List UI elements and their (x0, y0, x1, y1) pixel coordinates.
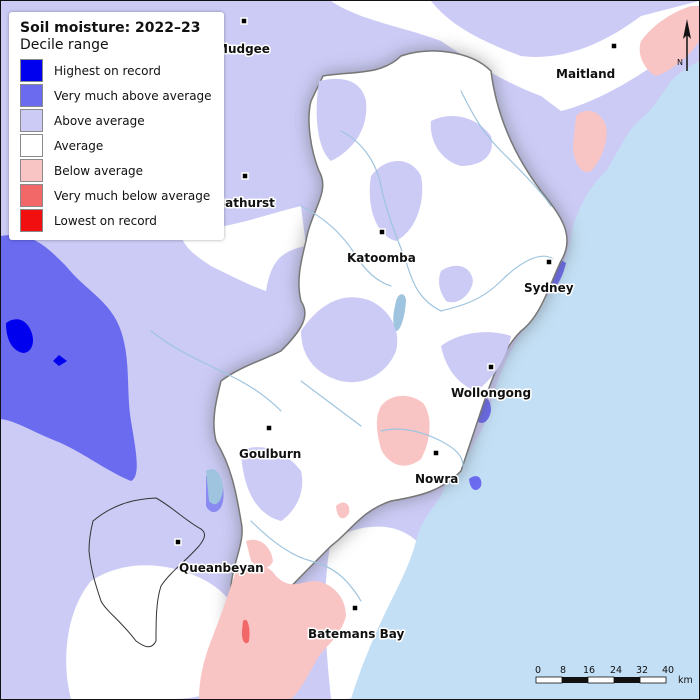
north-label: N (677, 58, 683, 67)
average-region-southeast (325, 526, 425, 699)
ocean (351, 61, 699, 699)
below-average-south (199, 564, 346, 699)
town-label-mudgee: Mudgee (216, 42, 270, 56)
legend-swatch-below (20, 159, 43, 182)
very-much-above-nowra (469, 476, 482, 491)
legend-item-below: Below average (20, 158, 214, 183)
coastal-strip (556, 113, 641, 226)
town-batemans-bay[interactable]: Batemans Bay (307, 604, 406, 643)
highest-record-patch (6, 319, 34, 353)
scale-tick-16: 16 (583, 665, 595, 676)
legend-label-very-much-below: Very much below average (54, 188, 211, 203)
catchment-above-7 (438, 265, 473, 303)
north-arrow-icon: N (677, 19, 691, 71)
catchment-above-6 (241, 447, 303, 521)
lake-burragorang (393, 294, 406, 331)
town-label-bathurst: Bathurst (216, 196, 275, 210)
catchment-above-4 (301, 297, 398, 383)
legend-label-below: Below average (54, 163, 144, 178)
scale-unit: km (678, 675, 693, 686)
legend-label-average: Average (54, 138, 104, 153)
average-region-south (66, 565, 244, 699)
town-label-goulburn: Goulburn (239, 447, 301, 461)
town-nowra[interactable]: Nowra (414, 449, 460, 488)
legend-swatch-lowest (20, 209, 43, 232)
town-label-nowra: Nowra (415, 472, 458, 486)
legend-label-above: Above average (54, 113, 145, 128)
legend-label-lowest: Lowest on record (54, 213, 157, 228)
scale-tick-24: 24 (610, 665, 622, 676)
catchment-above-3 (430, 116, 492, 166)
legend-item-average: Average (20, 133, 214, 158)
town-mudgee[interactable]: Mudgee (215, 17, 271, 58)
legend-swatch-above (20, 109, 43, 132)
scale-tick-0: 0 (535, 665, 541, 676)
town-wollongong[interactable]: Wollongong (450, 363, 533, 402)
legend: Soil moisture: 2022–23 Decile range High… (9, 12, 224, 240)
legend-swatch-very-much-above (20, 84, 43, 107)
catchment-above-2 (369, 161, 423, 241)
town-label-maitland: Maitland (556, 67, 615, 81)
legend-item-above: Above average (20, 108, 214, 133)
town-label-sydney: Sydney (524, 281, 574, 295)
very-much-above-west (1, 235, 137, 481)
town-bathurst[interactable]: Bathurst (215, 172, 277, 212)
scale-tick-8: 8 (560, 665, 566, 676)
below-average-south-2 (246, 539, 273, 568)
town-queanbeyan[interactable]: Queanbeyan (174, 538, 265, 577)
town-sydney[interactable]: Sydney (523, 258, 575, 297)
legend-swatch-average (20, 134, 43, 157)
below-average-ne (573, 110, 607, 172)
legend-item-very-much-above: Very much above average (20, 83, 214, 108)
scale-tick-32: 32 (636, 665, 648, 676)
town-katoomba[interactable]: Katoomba (346, 228, 417, 267)
legend-swatch-highest (20, 59, 43, 82)
highest-record-patch-2 (53, 355, 67, 366)
act-border (88, 497, 205, 648)
town-label-queanbeyan: Queanbeyan (179, 561, 264, 575)
legend-item-very-much-below: Very much below average (20, 183, 214, 208)
town-label-batemans-bay: Batemans Bay (308, 627, 404, 641)
legend-label-highest: Highest on record (54, 63, 161, 78)
scale-bar: 0 8 16 24 32 40 km (535, 665, 693, 686)
very-much-below-patch (241, 619, 250, 644)
legend-label-very-much-above: Very much above average (54, 88, 212, 103)
legend-title: Soil moisture: 2022–23 (20, 20, 201, 36)
average-region-west (181, 206, 306, 291)
below-average-ne-2 (639, 6, 699, 76)
lake-west (206, 469, 223, 505)
legend-subtitle: Decile range (20, 37, 109, 53)
catchment-below-1 (376, 395, 430, 466)
average-region-north (331, 1, 699, 111)
town-goulburn[interactable]: Goulburn (238, 424, 303, 463)
town-label-wollongong: Wollongong (451, 386, 531, 400)
legend-swatch-very-much-below (20, 184, 43, 207)
scale-tick-40: 40 (662, 665, 674, 676)
catchment-below-2 (336, 502, 350, 519)
rivers (60, 90, 554, 602)
town-maitland[interactable]: Maitland (555, 42, 618, 83)
legend-item-highest: Highest on record (20, 58, 214, 83)
catchment-above-1 (316, 78, 367, 161)
legend-item-lowest: Lowest on record (20, 208, 214, 233)
catchment-above-5 (441, 332, 511, 391)
town-label-katoomba: Katoomba (347, 251, 416, 265)
